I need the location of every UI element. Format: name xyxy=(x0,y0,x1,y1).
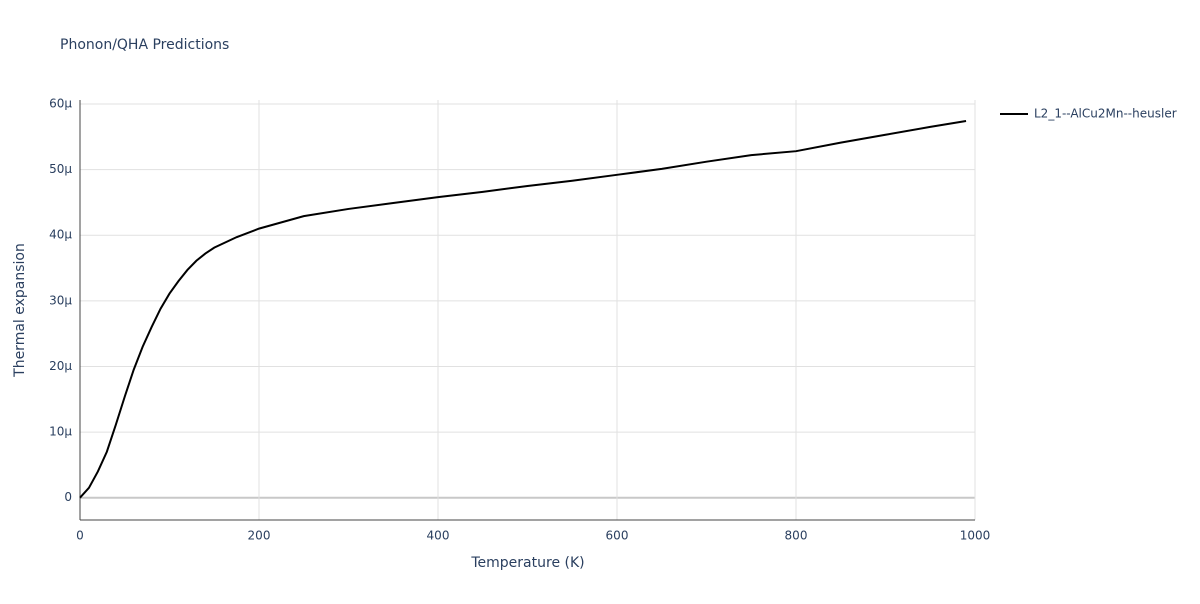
y-tick-label: 30µ xyxy=(49,293,72,307)
y-tick-label: 0 xyxy=(64,490,72,504)
x-tick-label: 200 xyxy=(248,529,271,543)
y-tick-label: 10µ xyxy=(49,425,72,439)
x-tick-label: 800 xyxy=(785,529,808,543)
y-tick-label: 50µ xyxy=(49,162,72,176)
chart-title: Phonon/QHA Predictions xyxy=(60,37,229,53)
data-line xyxy=(79,120,967,499)
y-tick-label: 60µ xyxy=(49,96,72,110)
legend-label: L2_1--AlCu2Mn--heusler xyxy=(1034,107,1177,121)
x-tick-label: 400 xyxy=(427,529,450,543)
y-tick-label: 20µ xyxy=(49,359,72,373)
y-tick-label: 40µ xyxy=(49,228,72,242)
x-axis-title: Temperature (K) xyxy=(470,555,584,571)
y-axis-title: Thermal expansion xyxy=(12,243,28,378)
x-tick-label: 0 xyxy=(76,529,84,543)
x-tick-label: 1000 xyxy=(960,529,991,543)
x-tick-label: 600 xyxy=(606,529,629,543)
